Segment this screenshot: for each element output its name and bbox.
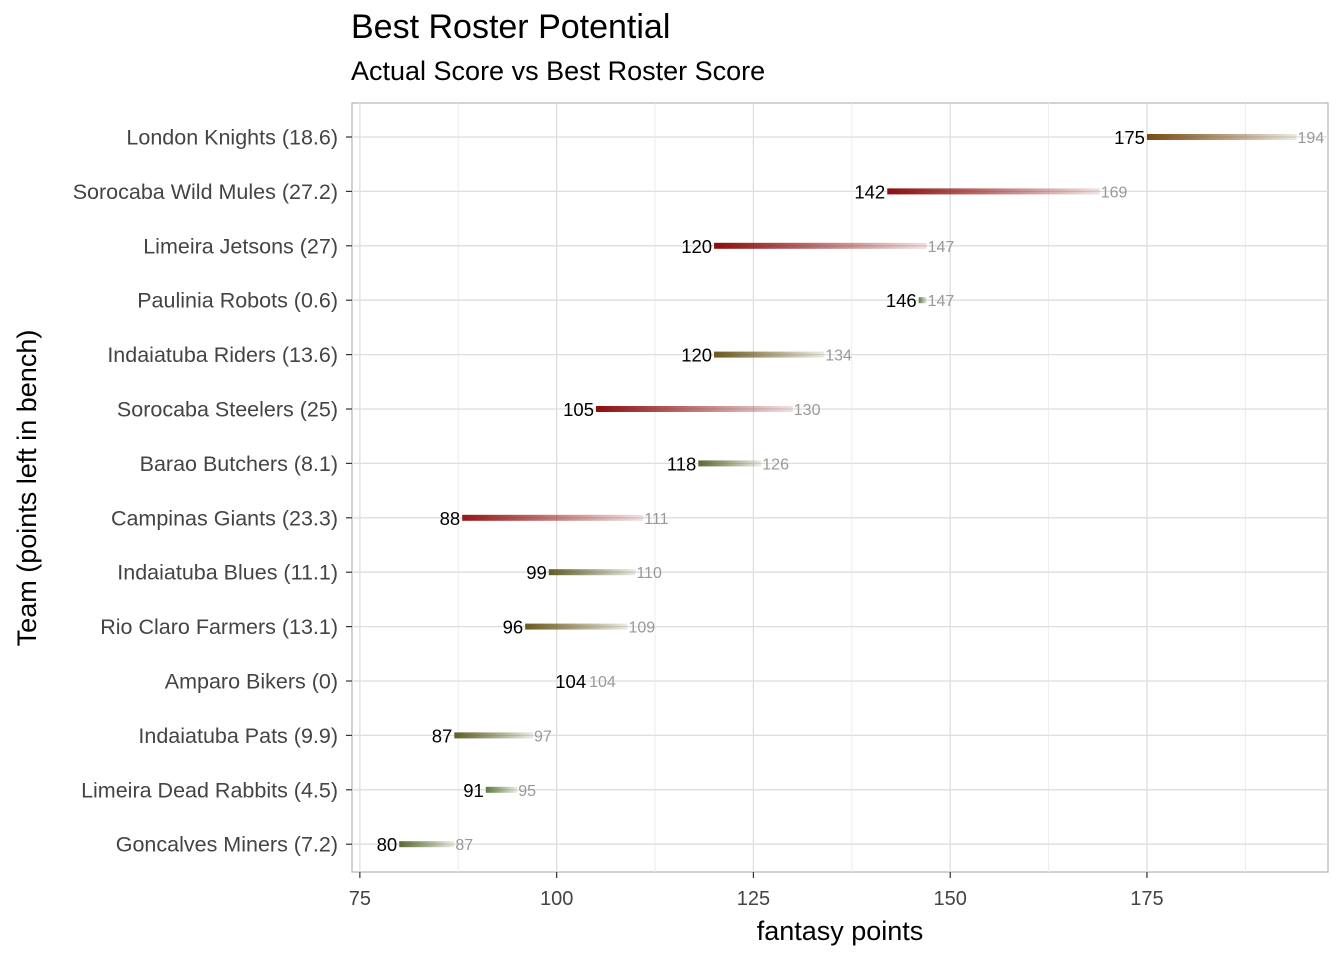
actual-score-label: 87 xyxy=(432,725,453,746)
best-score-label: 126 xyxy=(762,456,789,473)
best-score-label: 87 xyxy=(455,837,473,854)
x-axis-title: fantasy points xyxy=(757,916,924,946)
best-score-label: 110 xyxy=(636,565,662,582)
y-axis-title: Team (points left in bench) xyxy=(12,330,42,647)
potential-bar xyxy=(714,242,927,249)
x-tick-label: 175 xyxy=(1130,888,1163,910)
potential-bar xyxy=(887,188,1100,195)
potential-bar xyxy=(399,841,455,848)
team-label: Goncalves Miners (7.2) xyxy=(116,833,338,857)
best-score-label: 97 xyxy=(534,728,552,745)
best-score-label: 147 xyxy=(928,239,955,256)
best-score-label: 111 xyxy=(644,511,668,528)
potential-bar xyxy=(1146,134,1297,140)
potential-bar xyxy=(485,786,518,793)
potential-bar xyxy=(698,460,762,467)
actual-score-label: 91 xyxy=(463,780,484,801)
y-axis: London Knights (18.6) Sorocaba Wild Mules… xyxy=(73,126,352,857)
x-axis: 75 100 125 150 175 xyxy=(349,872,1164,910)
potential-bar xyxy=(462,514,644,521)
potential-bar xyxy=(525,623,628,630)
best-score-label: 147 xyxy=(928,293,955,310)
actual-score-label: 120 xyxy=(681,236,712,257)
actual-score-label: 80 xyxy=(377,834,398,855)
team-label: Indaiatuba Blues (11.1) xyxy=(117,561,338,585)
potential-bar xyxy=(548,569,636,576)
best-score-label: 130 xyxy=(794,402,821,419)
chart-subtitle: Actual Score vs Best Roster Score xyxy=(351,56,766,86)
team-label: Campinas Giants (23.3) xyxy=(111,506,338,530)
team-label: Indaiatuba Riders (13.6) xyxy=(107,343,338,367)
best-score-label: 194 xyxy=(1298,130,1325,147)
team-label: Sorocaba Steelers (25) xyxy=(117,398,338,422)
chart-title: Best Roster Potential xyxy=(351,8,671,46)
best-score-label: 109 xyxy=(628,620,655,637)
team-label: Rio Claro Farmers (13.1) xyxy=(100,615,338,639)
actual-score-label: 175 xyxy=(1114,127,1145,148)
team-label: Amparo Bikers (0) xyxy=(165,670,338,694)
potential-bar xyxy=(918,297,927,304)
potential-bar xyxy=(596,406,793,412)
actual-score-label: 99 xyxy=(526,562,547,583)
actual-score-label: 120 xyxy=(681,345,712,366)
x-tick-label: 125 xyxy=(737,888,770,910)
actual-score-label: 88 xyxy=(440,508,461,529)
actual-score-label: 118 xyxy=(667,453,697,474)
x-tick-label: 150 xyxy=(934,888,967,910)
team-label: Limeira Jetsons (27) xyxy=(143,234,338,258)
team-label: Barao Butchers (8.1) xyxy=(140,452,338,476)
actual-score-label: 146 xyxy=(886,290,917,311)
best-score-label: 95 xyxy=(518,783,536,800)
team-label: London Knights (18.6) xyxy=(126,126,338,150)
actual-score-label: 142 xyxy=(854,181,885,202)
team-label: Limeira Dead Rabbits (4.5) xyxy=(81,778,338,802)
actual-score-label: 96 xyxy=(503,617,524,638)
marks-layer: 175 194 142 169 120 147 146 147 120 134 105 130 118 1… xyxy=(377,127,1325,855)
best-score-label: 134 xyxy=(825,348,852,365)
actual-score-label: 105 xyxy=(563,399,594,420)
best-score-label: 169 xyxy=(1101,184,1128,201)
team-label: Sorocaba Wild Mules (27.2) xyxy=(73,180,338,204)
best-score-label: 104 xyxy=(589,674,616,691)
plot-panel xyxy=(351,102,1329,873)
actual-score-label: 104 xyxy=(555,671,586,692)
potential-bar xyxy=(454,732,534,739)
team-label: Indaiatuba Pats (9.9) xyxy=(138,724,338,748)
x-tick-label: 100 xyxy=(540,888,573,910)
team-label: Paulinia Robots (0.6) xyxy=(137,289,338,313)
grid-layer xyxy=(352,103,1328,872)
potential-bar xyxy=(714,351,825,358)
x-tick-label: 75 xyxy=(349,888,371,910)
